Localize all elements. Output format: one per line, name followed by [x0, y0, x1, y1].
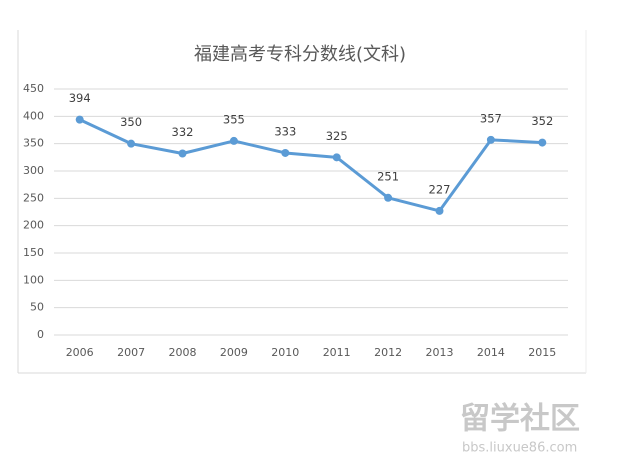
data-label: 227 [429, 182, 451, 196]
y-tick-label: 400 [23, 109, 44, 122]
y-tick-label: 450 [23, 82, 44, 95]
marker [435, 206, 444, 215]
data-label: 251 [377, 169, 399, 183]
x-tick-label: 2014 [477, 346, 505, 359]
marker [281, 148, 290, 157]
x-tick-label: 2015 [528, 346, 556, 359]
marker [127, 139, 136, 148]
y-tick-label: 350 [23, 137, 44, 150]
x-tick-label: 2013 [426, 346, 454, 359]
y-tick-label: 200 [23, 219, 44, 232]
x-tick-label: 2006 [66, 346, 94, 359]
x-tick-label: 2007 [117, 346, 145, 359]
data-label: 332 [172, 125, 194, 139]
y-tick-label: 150 [23, 246, 44, 259]
y-tick-label: 100 [23, 273, 44, 286]
marker [178, 149, 187, 158]
marker [332, 153, 341, 162]
data-label: 352 [531, 114, 553, 128]
data-label: 357 [480, 111, 502, 125]
watermark-url: bbs.liuxue86.com [462, 441, 577, 456]
marker [486, 135, 495, 144]
x-tick-label: 2010 [271, 346, 299, 359]
marker [229, 136, 238, 145]
x-tick-label: 2008 [169, 346, 197, 359]
x-tick-label: 2009 [220, 346, 248, 359]
line [79, 118, 543, 213]
marker [75, 115, 84, 124]
y-tick-label: 250 [23, 191, 44, 204]
data-label: 394 [69, 91, 91, 105]
data-label: 325 [326, 129, 348, 143]
data-label: 350 [120, 115, 142, 129]
chart-title: 福建高考专科分数线(文科) [194, 44, 406, 65]
y-tick-label: 300 [23, 164, 44, 177]
data-label: 333 [274, 124, 296, 138]
y-tick-label: 50 [30, 301, 44, 314]
x-tick-label: 2011 [323, 346, 351, 359]
watermark: 留学社区 [460, 402, 580, 437]
x-tick-label: 2012 [374, 346, 402, 359]
data-label: 355 [223, 112, 245, 126]
marker [538, 138, 547, 147]
y-tick-label: 0 [37, 328, 44, 341]
marker [384, 193, 393, 202]
